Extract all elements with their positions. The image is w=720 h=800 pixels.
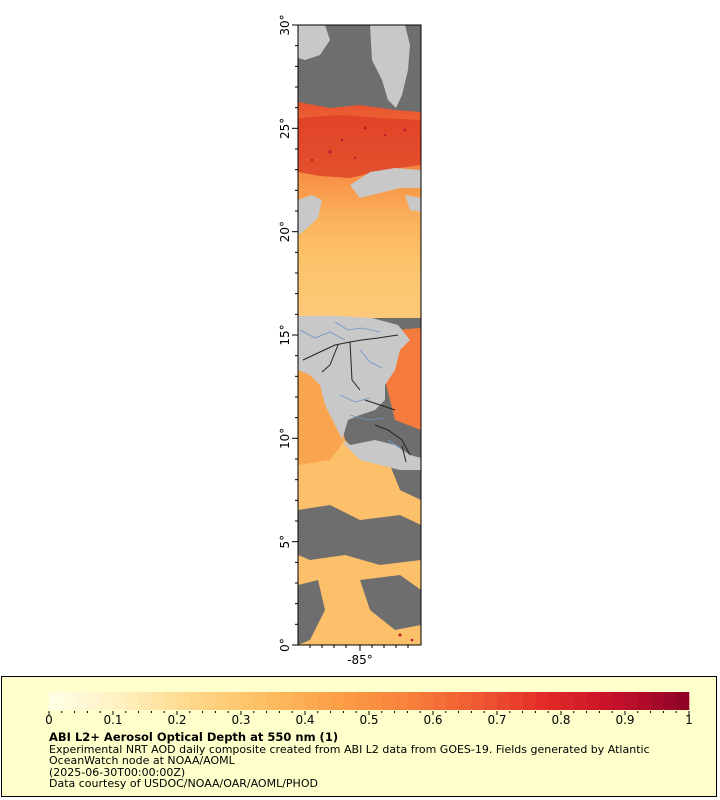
colorbar-segment (61, 692, 75, 710)
colorbar-segment (330, 692, 344, 710)
colorbar-segment (394, 692, 408, 710)
colorbar-segment (599, 692, 613, 710)
colorbar-label: 0.6 (423, 713, 442, 727)
colorbar: 0 0.1 0.2 0.3 0.4 0.5 0.6 0.7 0.8 0.9 1 (45, 692, 693, 727)
colorbar-segment (49, 692, 63, 710)
legend-credit: Data courtesy of USDOC/NOAA/OAR/AOML/PHO… (49, 777, 318, 790)
colorbar-label: 0.5 (359, 713, 378, 727)
colorbar-segment (177, 692, 191, 710)
lat-label: 10° (278, 428, 292, 449)
aerosol-high-band (298, 115, 421, 178)
colorbar-segment (87, 692, 101, 710)
land-central-america (298, 316, 421, 470)
colorbar-segment (253, 692, 267, 710)
colorbar-segment (74, 692, 88, 710)
colorbar-segment (625, 692, 639, 710)
legend-title: ABI L2+ Aerosol Optical Depth at 550 nm … (49, 730, 339, 744)
colorbar-segment (458, 692, 472, 710)
colorbar-segment (535, 692, 549, 710)
colorbar-segment (381, 692, 395, 710)
colorbar-segment (484, 692, 498, 710)
map-plot-area (298, 25, 421, 645)
colorbar-segment (407, 692, 421, 710)
colorbar-label: 0.1 (103, 713, 122, 727)
colorbar-label: 1 (685, 713, 693, 727)
land-cuba (350, 168, 421, 198)
colorbar-segment (138, 692, 152, 710)
colorbar-segment (266, 692, 280, 710)
colorbar-segment (189, 692, 203, 710)
colorbar-segment (113, 692, 127, 710)
aod-map: 30° 25° 20° 15° 10° 5° 0° -85° (278, 14, 422, 667)
colorbar-segment (637, 692, 651, 710)
land-yucatan (298, 195, 322, 235)
colorbar-segment (471, 692, 485, 710)
land-florida (370, 25, 410, 108)
latitude-axis: 30° 25° 20° 15° 10° 5° 0° (278, 14, 298, 652)
colorbar-segment (202, 692, 216, 710)
colorbar-segment (215, 692, 229, 710)
missing-data-south-patch-3 (298, 580, 325, 645)
lat-label: 0° (278, 638, 292, 652)
land-gulf-coast (298, 25, 330, 60)
lat-label: 20° (278, 221, 292, 242)
lat-label: 5° (278, 535, 292, 549)
colorbar-segment (650, 692, 664, 710)
colorbar-label: 0.8 (551, 713, 570, 727)
lon-label: -85° (347, 653, 373, 667)
colorbar-label: 0 (45, 713, 53, 727)
colorbar-segment (241, 692, 255, 710)
legend-panel: 0 0.1 0.2 0.3 0.4 0.5 0.6 0.7 0.8 0.9 1 ABI L2+ Ae… (1, 676, 717, 797)
colorbar-segment (561, 692, 575, 710)
colorbar-segment (292, 692, 306, 710)
colorbar-segment (305, 692, 319, 710)
land-hispaniola-edge (405, 195, 421, 212)
lat-label: 30° (278, 14, 292, 35)
colorbar-segment (509, 692, 523, 710)
colorbar-label: 0.7 (487, 713, 506, 727)
colorbar-segment (433, 692, 447, 710)
colorbar-label: 0.4 (295, 713, 314, 727)
colorbar-segment (445, 692, 459, 710)
colorbar-segment (586, 692, 600, 710)
colorbar-segment (317, 692, 331, 710)
colorbar-segment (100, 692, 114, 710)
colorbar-segment (151, 692, 165, 710)
lat-label: 25° (278, 118, 292, 139)
country-borders (302, 334, 411, 463)
colorbar-segment (420, 692, 434, 710)
aerosol-field-pacific-west (298, 360, 345, 465)
colorbar-label: 0.2 (167, 713, 186, 727)
colorbar-segment (228, 692, 242, 710)
missing-data-south-patch-1 (298, 505, 421, 565)
colorbar-segment (369, 692, 383, 710)
colorbar-segment (663, 692, 677, 710)
legend-description: Experimental NRT AOD daily composite cre… (49, 742, 650, 767)
longitude-axis: -85° (309, 645, 409, 667)
colorbar-segment (573, 692, 587, 710)
high-aod-speckles (310, 126, 414, 642)
colorbar-segment (343, 692, 357, 710)
colorbar-segment (164, 692, 178, 710)
colorbar-segment (548, 692, 562, 710)
rivers (299, 321, 401, 449)
lat-label: 15° (278, 324, 292, 345)
legend-text-block: ABI L2+ Aerosol Optical Depth at 550 nm … (49, 730, 689, 790)
colorbar-segment (356, 692, 370, 710)
colorbar-segment (612, 692, 626, 710)
colorbar-label: 0.3 (231, 713, 250, 727)
colorbar-segment (676, 692, 690, 710)
colorbar-segment (125, 692, 139, 710)
colorbar-segment (279, 692, 293, 710)
colorbar-label: 0.9 (615, 713, 634, 727)
colorbar-segment (497, 692, 511, 710)
colorbar-segment (522, 692, 536, 710)
missing-data-south-patch-2 (360, 575, 421, 630)
legend-timestamp: (2025-06-30T00:00:00Z) (49, 765, 186, 779)
